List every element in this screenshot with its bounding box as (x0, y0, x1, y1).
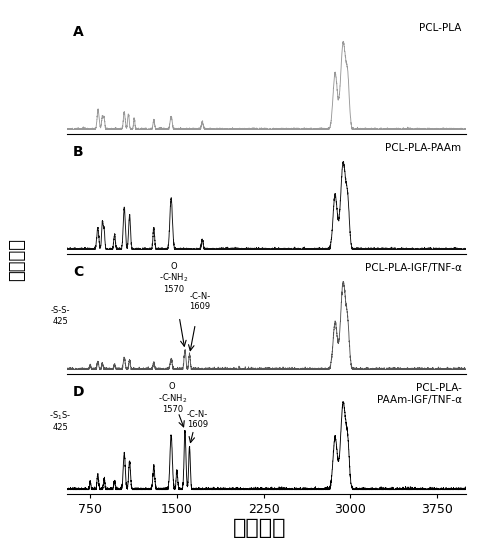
Text: A: A (73, 25, 84, 39)
Text: D: D (73, 385, 84, 399)
Text: PCL-PLA: PCL-PLA (419, 23, 462, 33)
Text: -C-N-
1609: -C-N- 1609 (187, 410, 208, 429)
Text: PCL-PLA-IGF/TNF-α: PCL-PLA-IGF/TNF-α (365, 263, 462, 273)
Text: 相对强度: 相对强度 (8, 238, 26, 281)
Text: PCL-PLA-
PAAm-IGF/TNF-α: PCL-PLA- PAAm-IGF/TNF-α (377, 383, 462, 405)
Text: -S$_1$S-
425: -S$_1$S- 425 (49, 410, 72, 432)
Text: C: C (73, 265, 84, 279)
Text: -C-N-
1609: -C-N- 1609 (190, 292, 211, 311)
Text: B: B (73, 145, 84, 159)
Text: O
-C-NH$_2$
1570: O -C-NH$_2$ 1570 (157, 382, 187, 414)
Text: PCL-PLA-PAAm: PCL-PLA-PAAm (385, 143, 462, 153)
Text: O
-C-NH$_2$
1570: O -C-NH$_2$ 1570 (159, 262, 188, 294)
Text: 拉曼位移: 拉曼位移 (232, 518, 286, 538)
Text: -S-S-
425: -S-S- 425 (50, 306, 70, 326)
